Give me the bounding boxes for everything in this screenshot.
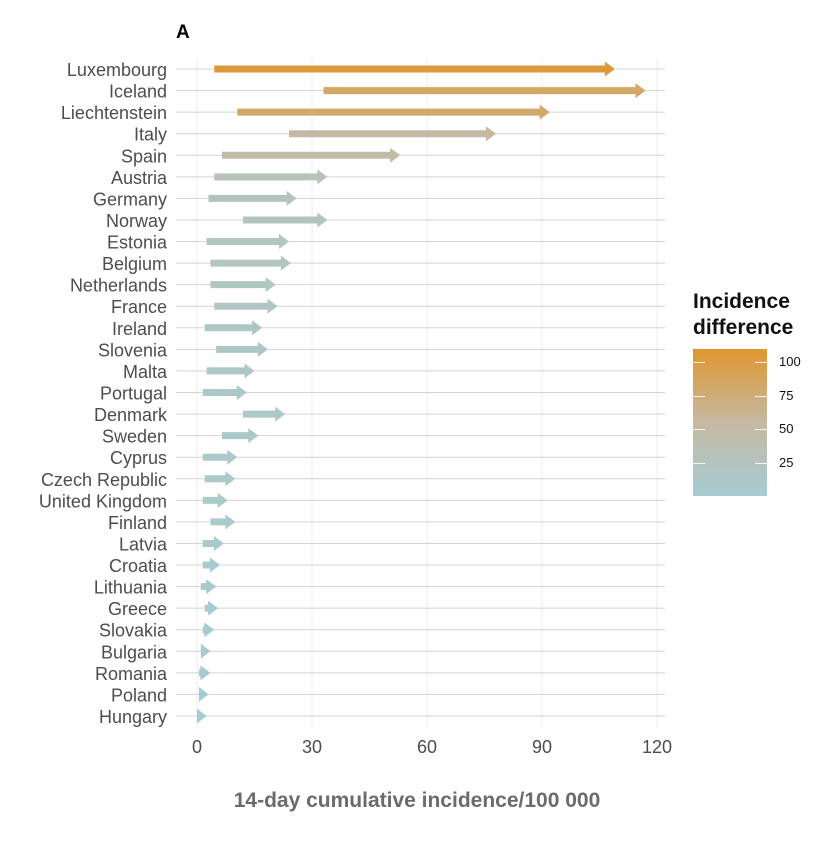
- legend-tick-label: 25: [779, 454, 794, 470]
- y-tick-label: Romania: [95, 664, 168, 684]
- arrow-head: [317, 169, 328, 185]
- legend-tick-mark: [755, 395, 767, 397]
- y-tick-label: Latvia: [119, 534, 168, 554]
- y-tick-label: Poland: [111, 685, 167, 705]
- y-tick-label: Bulgaria: [101, 642, 168, 662]
- legend-tick-mark: [755, 362, 767, 364]
- y-tick-label: Sweden: [102, 427, 167, 447]
- arrow-head: [486, 126, 496, 142]
- arrow-head: [248, 428, 259, 444]
- x-axis-label: 14-day cumulative incidence/100 000: [233, 789, 601, 812]
- arrow-head: [635, 83, 646, 99]
- arrow-head: [200, 665, 211, 681]
- arrow-head: [257, 341, 268, 357]
- arrow-head: [210, 557, 220, 573]
- y-tick-label: France: [111, 297, 167, 317]
- arrow-head: [265, 277, 276, 293]
- y-tick-label: Finland: [108, 513, 167, 533]
- arrow-head: [604, 61, 615, 77]
- panel-label: A: [176, 22, 190, 43]
- arrow-head: [208, 600, 219, 616]
- x-tick-label: 30: [302, 737, 322, 757]
- x-tick-label: 120: [642, 737, 672, 757]
- arrow-head: [200, 643, 211, 659]
- y-tick-label: Croatia: [109, 556, 168, 576]
- arrow-head: [227, 449, 238, 465]
- legend-tick-mark: [755, 462, 767, 464]
- arrow-head: [225, 471, 236, 487]
- y-tick-label: Germany: [93, 189, 167, 209]
- legend-title: Incidence difference: [693, 289, 793, 341]
- y-tick-label: Spain: [121, 146, 167, 166]
- y-tick-label: Slovenia: [98, 340, 168, 360]
- y-tick-label: Italy: [134, 125, 167, 145]
- y-tick-label: Austria: [111, 168, 168, 188]
- y-tick-label: Norway: [106, 211, 167, 231]
- arrow-head: [198, 686, 209, 702]
- arrow-head: [244, 363, 255, 379]
- y-tick-label: Slovakia: [99, 621, 168, 641]
- arrow-head: [275, 406, 286, 422]
- x-tick-label: 90: [532, 737, 552, 757]
- arrow-head: [280, 255, 291, 271]
- arrow-head: [539, 104, 550, 120]
- arrow-head: [390, 147, 401, 163]
- y-tick-label: Luxembourg: [67, 60, 167, 80]
- y-tick-label: Denmark: [94, 405, 168, 425]
- y-tick-label: Belgium: [102, 254, 167, 274]
- arrow-head: [317, 212, 328, 228]
- y-tick-label: Liechtenstein: [61, 103, 167, 123]
- y-tick-label: Greece: [108, 599, 167, 619]
- legend-tick-mark: [693, 395, 705, 397]
- arrow-head: [206, 579, 217, 595]
- arrow-head: [236, 385, 247, 400]
- arrow-head: [267, 298, 278, 314]
- y-tick-label: Czech Republic: [41, 470, 167, 490]
- legend-tick-mark: [693, 462, 705, 464]
- arrow-head: [204, 622, 215, 638]
- y-tick-label: Estonia: [107, 233, 168, 253]
- y-tick-label: Lithuania: [94, 578, 168, 598]
- legend-color-bar: [693, 349, 767, 496]
- y-tick-label: Cyprus: [110, 448, 167, 468]
- arrow-head: [279, 234, 289, 250]
- y-tick-label: United Kingdom: [39, 491, 167, 511]
- y-tick-label: Ireland: [112, 319, 167, 339]
- arrow-head: [217, 492, 228, 508]
- legend-tick-label: 50: [779, 421, 794, 437]
- legend-tick-mark: [693, 429, 705, 431]
- y-tick-label: Malta: [123, 362, 168, 382]
- y-tick-label: Hungary: [99, 707, 167, 727]
- legend-tick-label: 100: [779, 354, 801, 370]
- y-tick-label: Portugal: [100, 384, 167, 404]
- arrow-head: [286, 190, 297, 206]
- legend-tick-mark: [755, 429, 767, 431]
- y-tick-label: Netherlands: [70, 276, 167, 296]
- legend-tick-label: 75: [779, 387, 794, 403]
- x-tick-label: 60: [417, 737, 437, 757]
- arrow-head: [197, 708, 207, 724]
- arrow-head: [213, 535, 224, 551]
- legend-title-line-2: difference: [693, 316, 794, 339]
- legend-title-line-1: Incidence: [693, 290, 790, 313]
- legend-tick-mark: [693, 362, 705, 364]
- y-tick-label: Iceland: [109, 82, 167, 102]
- arrow-head: [252, 320, 263, 336]
- x-tick-label: 0: [192, 737, 202, 757]
- arrow-head: [225, 514, 236, 530]
